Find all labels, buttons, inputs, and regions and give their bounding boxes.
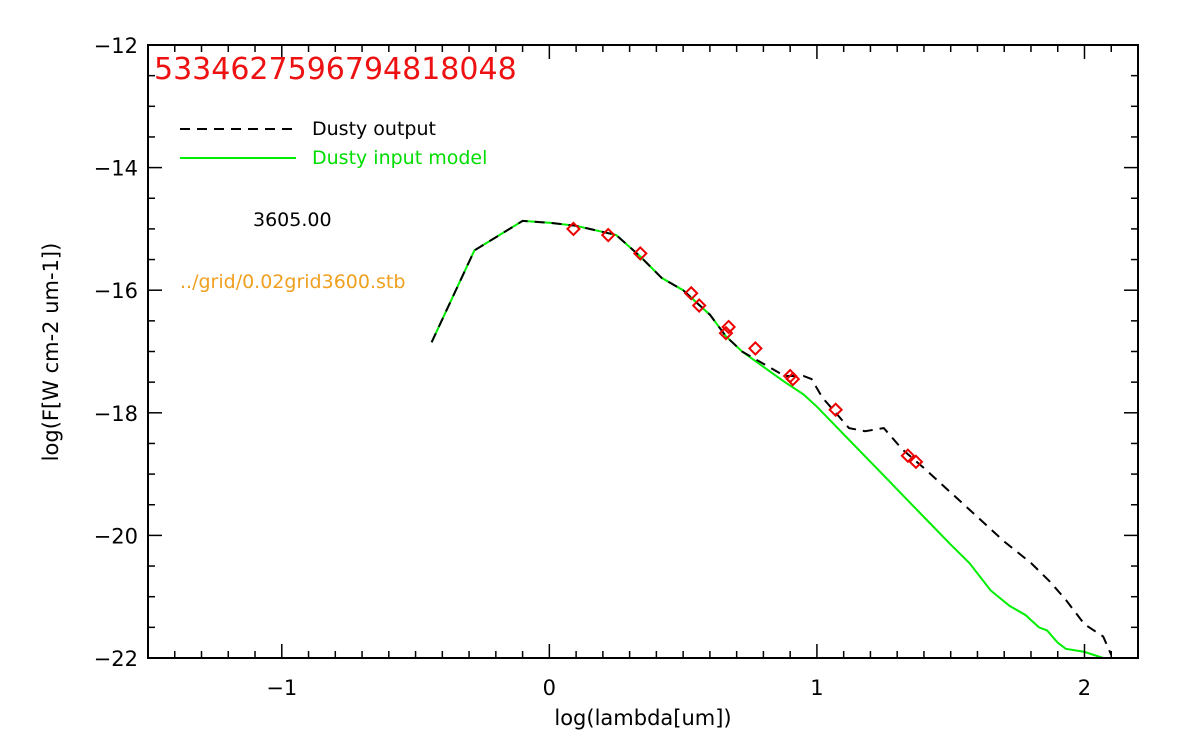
x-tick-label: 1	[810, 676, 823, 700]
photometry-point	[908, 454, 924, 470]
grid-file-annotation: ../grid/0.02grid3600.stb	[180, 271, 405, 293]
photometry-point	[600, 227, 616, 243]
x-tick-label: 0	[543, 676, 556, 700]
series-dusty-input-line	[430, 219, 1104, 659]
photometry-point	[691, 298, 707, 313]
temperature-annotation: 3605.00	[253, 209, 332, 231]
chart-title: 5334627596794818048	[154, 52, 517, 87]
x-tick-label: 2	[1078, 676, 1091, 700]
photometry-point	[785, 371, 801, 387]
photometry-point	[683, 285, 699, 301]
y-tick-label: −18	[94, 402, 138, 426]
photometry-point	[721, 319, 737, 335]
series-dusty-output-line	[430, 219, 1113, 656]
y-tick-label: −20	[94, 524, 138, 548]
y-axis-title: log(F[W cm-2 um-1])	[39, 243, 63, 462]
photometry-point	[632, 246, 648, 261]
photometry-point	[900, 448, 916, 464]
plot-frame	[147, 44, 1139, 659]
photometry-point	[828, 402, 844, 418]
y-tick-label: −14	[94, 157, 138, 181]
y-tick-label: −16	[94, 279, 138, 303]
y-tick-label: −12	[94, 34, 138, 58]
plot-area	[430, 219, 1113, 659]
legend-dusty-input-label: Dusty input model	[312, 147, 487, 169]
y-tick-label: −22	[94, 647, 138, 671]
axis-ticks: −1 0 1 2 −22 −20 −18 −16 −14 −12	[94, 34, 1139, 700]
x-tick-label: −1	[266, 676, 297, 700]
photometry-point	[566, 221, 581, 237]
x-axis-title: log(lambda[um])	[554, 706, 731, 730]
legend-dusty-output-label: Dusty output	[312, 118, 436, 140]
photometry-point	[747, 341, 763, 356]
